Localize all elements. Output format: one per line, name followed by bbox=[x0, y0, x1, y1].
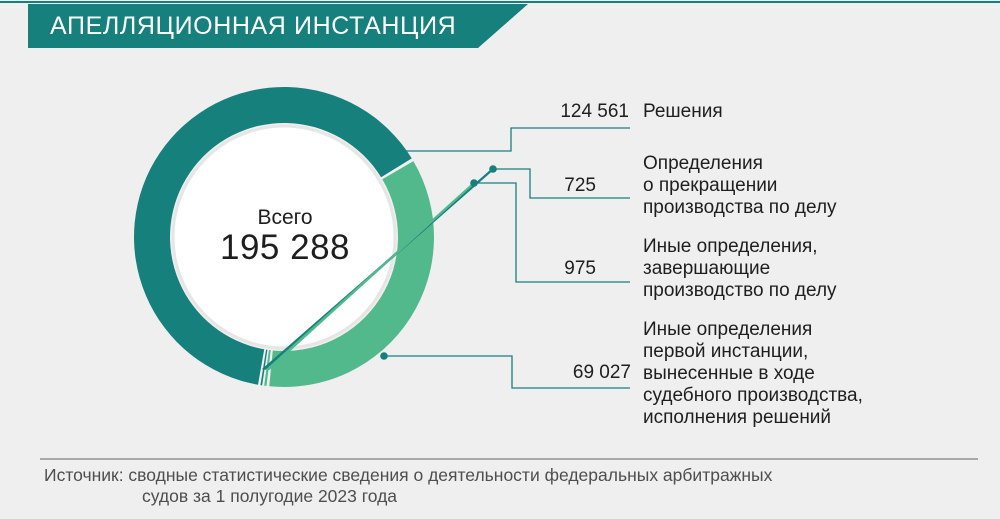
header-banner bbox=[0, 1, 1000, 48]
value-termination: 725 bbox=[564, 175, 596, 196]
leader-termination bbox=[493, 168, 630, 199]
footer-divider bbox=[40, 458, 978, 460]
leader-other-final bbox=[474, 182, 630, 283]
value-other-final: 975 bbox=[564, 258, 596, 279]
value-decisions: 124 561 bbox=[560, 101, 629, 122]
total-value: 195 288 bbox=[219, 228, 351, 267]
leader-other-final-dot bbox=[470, 179, 478, 187]
leader-other-interim-dot bbox=[380, 352, 388, 360]
label-other-interim: Иные определения первой инстанции, вынес… bbox=[643, 319, 863, 428]
leader-decisions bbox=[399, 127, 630, 152]
leader-decisions-dot bbox=[395, 147, 403, 155]
label-termination: Определения о прекращении производства п… bbox=[643, 153, 837, 218]
source-note-continued: судов за 1 полугодие 2023 года bbox=[142, 486, 398, 506]
page-title: АПЕЛЛЯЦИОННАЯ ИНСТАНЦИЯ bbox=[50, 12, 457, 40]
source-note: Источник: сводные статистические сведени… bbox=[44, 465, 773, 485]
slice-other-interim bbox=[269, 161, 434, 388]
leader-termination-dot bbox=[489, 165, 497, 173]
label-other-final: Иные определения, завершающие производст… bbox=[643, 236, 837, 301]
value-other-interim: 69 027 bbox=[572, 362, 631, 383]
total-label: Всего bbox=[257, 206, 313, 229]
slice-other-final-callout bbox=[265, 181, 474, 371]
leader-other-interim bbox=[384, 355, 630, 389]
donut-center bbox=[171, 124, 397, 350]
label-decisions: Решения bbox=[643, 101, 723, 122]
